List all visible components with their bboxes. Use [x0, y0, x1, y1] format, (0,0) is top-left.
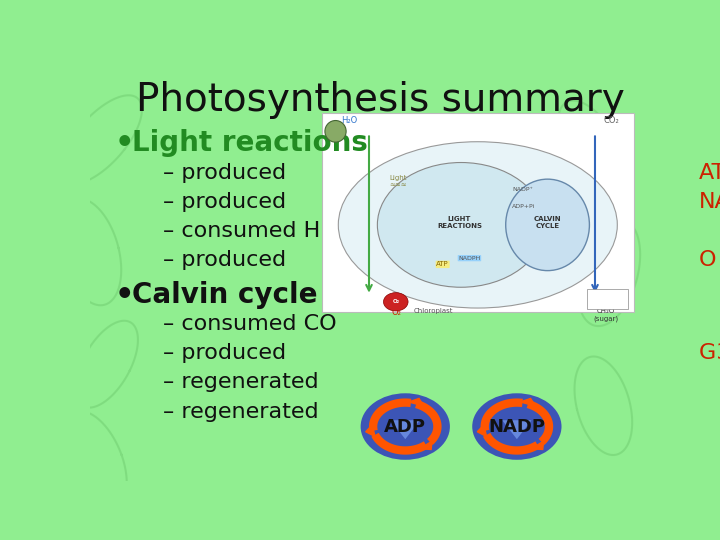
Text: H₂O: H₂O — [341, 116, 358, 125]
Text: Light reactions: Light reactions — [132, 129, 368, 157]
Text: •: • — [115, 281, 135, 310]
Text: •: • — [115, 129, 135, 158]
Text: ADP: ADP — [384, 417, 426, 436]
Text: Chloroplast: Chloroplast — [413, 308, 453, 314]
Text: – produced: – produced — [163, 163, 293, 183]
Polygon shape — [420, 441, 432, 449]
Text: O₂: O₂ — [392, 308, 402, 317]
Text: – consumed CO: – consumed CO — [163, 314, 336, 334]
Polygon shape — [531, 441, 544, 449]
Polygon shape — [521, 399, 536, 406]
Text: ATP: ATP — [698, 163, 720, 183]
Polygon shape — [477, 425, 487, 437]
Text: CALVIN
CYCLE: CALVIN CYCLE — [534, 217, 562, 230]
Text: ADP+Pi: ADP+Pi — [513, 204, 536, 208]
FancyBboxPatch shape — [587, 289, 629, 309]
Polygon shape — [409, 399, 424, 406]
Text: O₂: O₂ — [392, 299, 400, 305]
Text: – consumed H: – consumed H — [163, 221, 320, 241]
Text: – produced: – produced — [163, 343, 293, 363]
Text: NADP⁺: NADP⁺ — [513, 187, 533, 192]
Text: CH₂O
(sugar): CH₂O (sugar) — [593, 308, 618, 321]
Text: – regenerated: – regenerated — [163, 402, 325, 422]
Text: – produced: – produced — [163, 192, 293, 212]
Ellipse shape — [505, 179, 590, 271]
Text: Light
≈≈≈: Light ≈≈≈ — [390, 175, 408, 188]
Circle shape — [472, 393, 562, 460]
Text: G3P (sugar): G3P (sugar) — [698, 343, 720, 363]
Text: Calvin cycle: Calvin cycle — [132, 281, 318, 309]
FancyBboxPatch shape — [322, 113, 634, 312]
Ellipse shape — [325, 120, 346, 142]
Text: LIGHT
REACTIONS: LIGHT REACTIONS — [437, 217, 482, 230]
Circle shape — [361, 393, 450, 460]
Polygon shape — [390, 420, 420, 439]
Text: – produced: – produced — [163, 250, 293, 270]
Text: NADP: NADP — [488, 417, 545, 436]
Ellipse shape — [338, 141, 617, 308]
Ellipse shape — [377, 163, 545, 287]
Text: ATP: ATP — [436, 261, 449, 267]
Text: NADPH: NADPH — [698, 192, 720, 212]
Text: NADPH: NADPH — [459, 255, 480, 261]
Text: O: O — [698, 250, 716, 270]
Text: Photosynthesis summary: Photosynthesis summary — [136, 82, 624, 119]
Text: – regenerated: – regenerated — [163, 373, 325, 393]
Polygon shape — [366, 425, 375, 437]
Text: CO₂: CO₂ — [604, 116, 620, 125]
Circle shape — [384, 293, 408, 311]
Polygon shape — [502, 420, 531, 439]
